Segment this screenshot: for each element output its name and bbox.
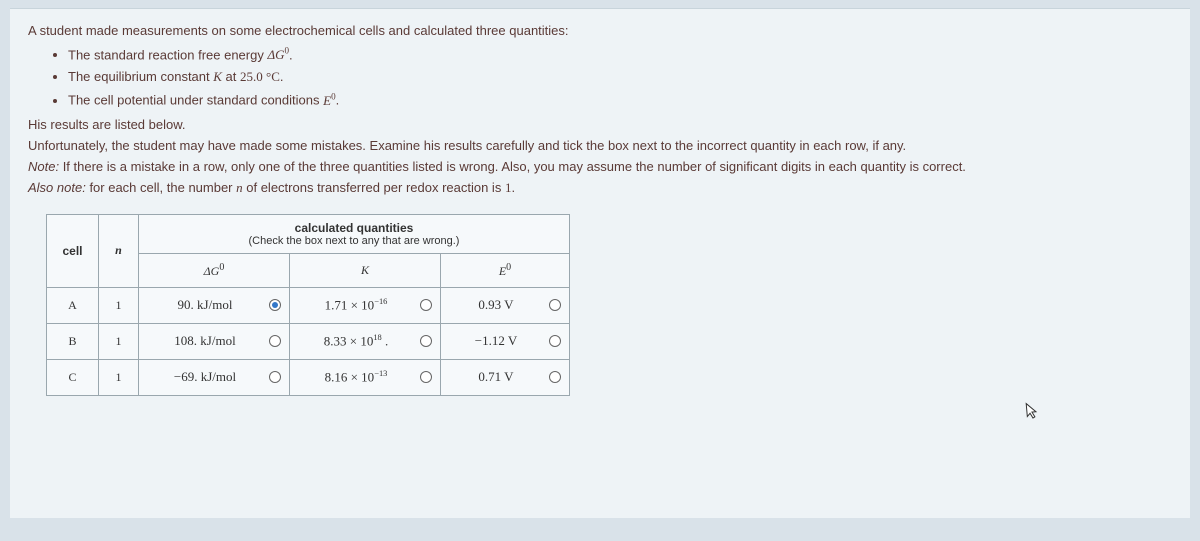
p4e: . [511,180,515,195]
bullet-list: The standard reaction free energy ΔG0. T… [68,46,1172,109]
row-c-dg: −69. kJ/mol [147,369,263,385]
bullet-2: The equilibrium constant K at 25.0 °C. [68,69,1172,85]
row-b-dg: 108. kJ/mol [147,333,263,349]
hdr-e: E0 [441,253,570,287]
para3-body: If there is a mistake in a row, only one… [59,159,966,174]
k-symbol: K [213,69,222,84]
bullet-2-prefix: The equilibrium constant [68,69,213,84]
hdr-dg-sup: 0 [219,262,224,273]
row-b-label: B [47,323,99,359]
bullet-1: The standard reaction free energy ΔG0. [68,46,1172,63]
row-a-dg-cell: 90. kJ/mol [139,287,290,323]
row-a-e-radio[interactable] [549,299,561,311]
para2: Unfortunately, the student may have made… [28,138,1172,153]
row-c-e: 0.71 V [449,369,543,385]
group-title: calculated quantities [149,221,559,235]
row-c-e-cell: 0.71 V [441,359,570,395]
row-c-k-cell: 8.16 × 10−13 [290,359,441,395]
row-a-n: 1 [99,287,139,323]
b1-suffix: . [289,47,293,62]
row-c-dg-radio[interactable] [269,371,281,383]
row-a-e: 0.93 V [449,297,543,313]
row-b-n: 1 [99,323,139,359]
b3-suffix: . [336,93,340,108]
row-a-k-base: 1.71 × 10 [325,298,375,313]
hdr-n: n [99,214,139,287]
p4a: for each cell, the number [86,180,236,195]
row-c-n: 1 [99,359,139,395]
row-a-k: 1.71 × 10−16 [298,296,414,313]
row-b-e-radio[interactable] [549,335,561,347]
b2-mid: at [222,69,240,84]
bullet-3-prefix: The cell potential under standard condit… [68,93,323,108]
row-b-e-cell: −1.12 V [441,323,570,359]
row-b-k-cell: 8.33 × 1018 . [290,323,441,359]
hdr-n-sym: n [115,243,122,257]
header-row-1: cell n calculated quantities (Check the … [47,214,570,253]
e-symbol: E0 [323,93,336,108]
row-b-k-sup: 18 [373,332,381,342]
also-note-label: Also note: [28,180,86,195]
row-b-k-suf: . [382,334,389,349]
row-a-label: A [47,287,99,323]
delta-g-symbol: ΔG0 [267,47,289,62]
results-table: cell n calculated quantities (Check the … [46,214,570,396]
row-a-e-cell: 0.93 V [441,287,570,323]
b2-suffix: . [280,69,284,84]
table-row: C 1 −69. kJ/mol 8.16 × 10−13 0.71 V [47,359,570,395]
e-base: E [323,93,331,108]
para3: Note: If there is a mistake in a row, on… [28,159,1172,174]
row-b-e: −1.12 V [449,333,543,349]
para1: His results are listed below. [28,117,1172,132]
row-c-e-radio[interactable] [549,371,561,383]
row-a-k-radio[interactable] [420,299,432,311]
dg-base: ΔG [267,47,284,62]
row-a-dg-radio[interactable] [269,299,281,311]
hdr-e-sup: 0 [506,262,511,273]
note-label: Note: [28,159,59,174]
row-a-dg: 90. kJ/mol [147,297,263,313]
row-b-k-radio[interactable] [420,335,432,347]
p4b: of electrons transferred per redox react… [243,180,505,195]
para4: Also note: for each cell, the number n o… [28,180,1172,196]
cursor-icon [1025,401,1041,423]
hdr-cell: cell [47,214,99,287]
hdr-k: K [290,253,441,287]
table-row: B 1 108. kJ/mol 8.33 × 1018 . −1.12 V [47,323,570,359]
b2-val: 25.0 °C [240,69,280,84]
row-b-dg-cell: 108. kJ/mol [139,323,290,359]
question-panel: A student made measurements on some elec… [10,8,1190,518]
hdr-dg-sym: ΔG [204,264,220,278]
bullet-1-prefix: The standard reaction free energy [68,47,267,62]
hdr-dg: ΔG0 [139,253,290,287]
hdr-group: calculated quantities (Check the box nex… [139,214,570,253]
row-b-dg-radio[interactable] [269,335,281,347]
row-a-k-cell: 1.71 × 10−16 [290,287,441,323]
row-c-k-radio[interactable] [420,371,432,383]
group-sub: (Check the box next to any that are wron… [149,235,559,247]
row-c-label: C [47,359,99,395]
row-c-k-sup: −13 [374,368,387,378]
intro-text: A student made measurements on some elec… [28,23,1172,38]
row-a-k-sup: −16 [374,296,387,306]
row-b-k-base: 8.33 × 10 [324,334,374,349]
table-row: A 1 90. kJ/mol 1.71 × 10−16 0.93 V [47,287,570,323]
row-c-k-base: 8.16 × 10 [325,370,375,385]
bullet-3: The cell potential under standard condit… [68,91,1172,108]
row-c-k: 8.16 × 10−13 [298,368,414,385]
row-b-k: 8.33 × 1018 . [298,332,414,349]
row-c-dg-cell: −69. kJ/mol [139,359,290,395]
